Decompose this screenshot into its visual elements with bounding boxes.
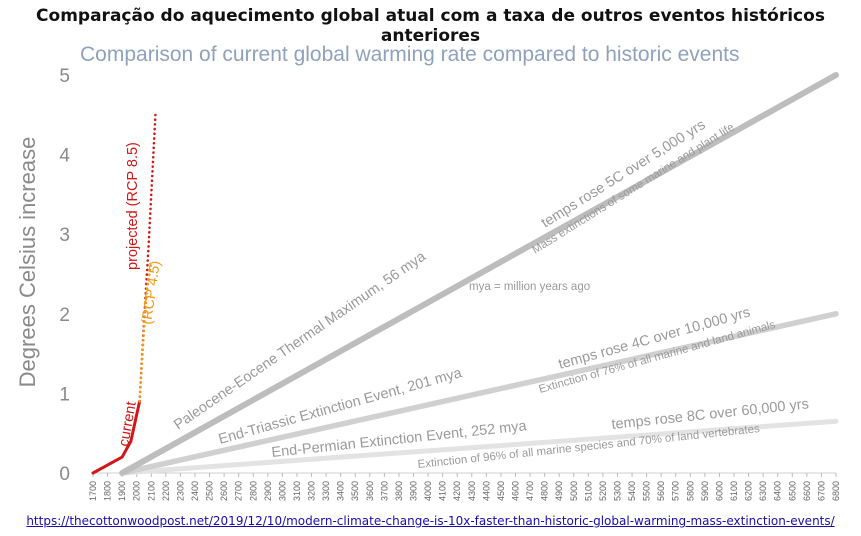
y-tick-label: 0 <box>59 464 70 485</box>
x-tick-label: 5600 <box>656 481 666 501</box>
x-tick-label: 3400 <box>336 481 346 501</box>
x-tick-label: 5200 <box>598 481 608 501</box>
y-ticks: 0 1 2 3 4 5 <box>59 66 70 485</box>
x-tick-label: 5300 <box>612 481 622 501</box>
x-tick-label: 4800 <box>540 481 550 501</box>
petm-effect-label: Mass extinctions of some marine and plan… <box>530 121 736 256</box>
x-tick-label: 6200 <box>744 481 754 501</box>
x-tick-label: 3700 <box>379 481 389 501</box>
petm-label: Paleocene-Eocene Thermal Maximum, 56 mya <box>171 248 429 433</box>
x-tick-label: 3800 <box>394 481 404 501</box>
x-tick-label: 5900 <box>700 481 710 501</box>
rcp85-label: projected (RCP 8.5) <box>125 142 141 270</box>
x-tick-label: 2600 <box>219 481 229 501</box>
x-tick-label: 4300 <box>467 481 477 501</box>
x-tick-label: 3900 <box>409 481 419 501</box>
x-tick-label: 6300 <box>758 481 768 501</box>
page-title: Comparação do aquecimento global atual c… <box>36 6 825 46</box>
series-line-0 <box>91 399 142 475</box>
x-tick-label: 3200 <box>307 481 317 501</box>
x-tick-label: 2000 <box>132 481 142 501</box>
x-tick-label: 6600 <box>802 481 812 501</box>
x-tick-label: 5800 <box>685 481 695 501</box>
y-tick-label: 1 <box>59 384 70 405</box>
x-tick-label: 2800 <box>248 481 258 501</box>
x-tick-label: 4700 <box>525 481 535 501</box>
x-tick-label: 2500 <box>205 481 215 501</box>
x-tick-label: 5500 <box>642 481 652 501</box>
x-tick-label: 5400 <box>627 481 637 501</box>
x-tick-label: 1700 <box>88 481 98 501</box>
x-tick-label: 4400 <box>481 481 491 501</box>
x-tick-label: 2200 <box>161 481 171 501</box>
x-tick-label: 6400 <box>773 481 783 501</box>
x-tick-label: 2900 <box>263 481 273 501</box>
x-tick-label: 4900 <box>554 481 564 501</box>
source-link[interactable]: https://thecottonwoodpost.net/2019/12/10… <box>26 514 835 528</box>
series-line-4 <box>119 311 839 476</box>
y-tick-label: 4 <box>59 146 70 167</box>
x-tick-label: 6800 <box>831 481 841 501</box>
x-tick-label: 3000 <box>277 481 287 501</box>
y-tick-label: 3 <box>59 225 70 246</box>
x-tick-label: 3300 <box>321 481 331 501</box>
x-tick-label: 6700 <box>816 481 826 501</box>
x-tick-label: 2400 <box>190 481 200 501</box>
x-tick-label: 5000 <box>569 481 579 501</box>
x-tick-label: 3500 <box>350 481 360 501</box>
x-tick-label: 4200 <box>452 481 462 501</box>
mya-note: mya = million years ago <box>469 281 590 293</box>
petm-rate-label: temps rose 5C over 5,000 yrs <box>539 117 709 231</box>
x-tick-label: 5100 <box>583 481 593 501</box>
chart-title: Comparison of current global warming rat… <box>80 43 739 66</box>
rcp45-label: (RCP 4.5) <box>139 260 164 326</box>
x-tick-label: 2300 <box>175 481 185 501</box>
series-line-5 <box>119 418 839 476</box>
x-tick-label: 5700 <box>671 481 681 501</box>
series-lines <box>91 72 839 476</box>
current-label: current <box>116 400 140 447</box>
x-tick-label: 2700 <box>234 481 244 501</box>
x-tick-label: 4600 <box>510 481 520 501</box>
y-tick-label: 5 <box>59 66 70 87</box>
x-tick-label: 2100 <box>146 481 156 501</box>
x-tick-label: 1900 <box>117 481 127 501</box>
x-tick-label: 3100 <box>292 481 302 501</box>
x-tick-label: 6500 <box>787 481 797 501</box>
series-line-2 <box>138 260 153 403</box>
x-tick-label: 6000 <box>714 481 724 501</box>
series-line-1 <box>138 109 157 403</box>
x-ticks: 1700 1800 1900 2000 2100 2200 2300 2400 2500 2600… <box>88 473 841 501</box>
x-tick-label: 3600 <box>365 481 375 501</box>
x-tick-label: 4500 <box>496 481 506 501</box>
x-tick-label: 6100 <box>729 481 739 501</box>
y-axis-label: Degrees Celsius increase <box>15 137 40 388</box>
x-tick-label: 4100 <box>438 481 448 501</box>
x-tick-label: 4000 <box>423 481 433 501</box>
series-line-3 <box>119 72 839 476</box>
y-tick-label: 2 <box>59 305 70 326</box>
x-tick-label: 1800 <box>103 481 113 501</box>
